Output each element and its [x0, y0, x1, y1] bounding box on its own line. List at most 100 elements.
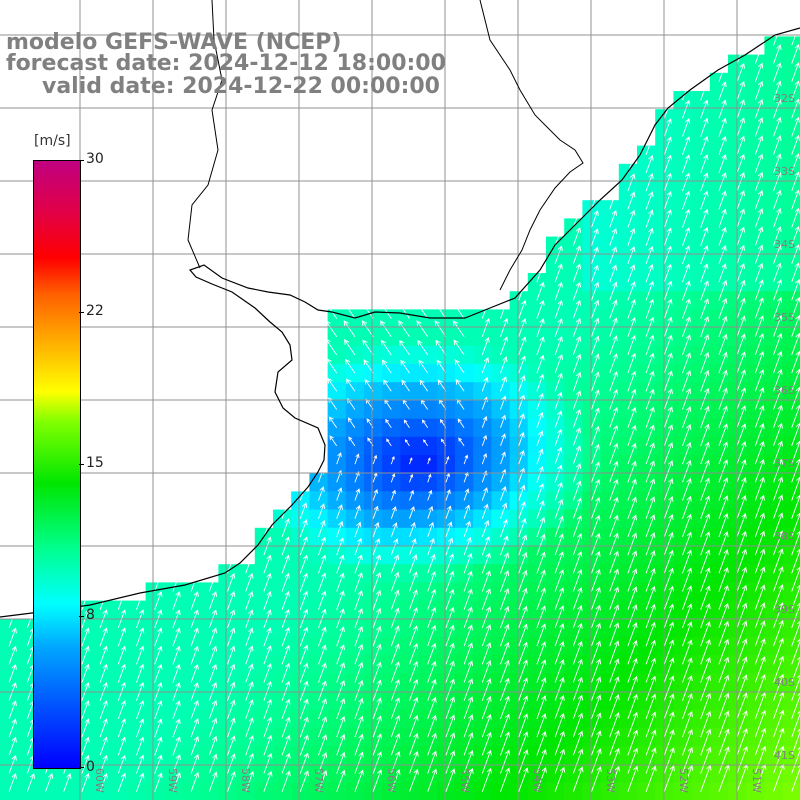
wind-arrow: [463, 570, 473, 592]
wind-arrow: [663, 675, 675, 701]
wind-arrow: [81, 736, 90, 756]
wind-speed-cell: [418, 491, 438, 511]
wind-speed-cell: [455, 436, 474, 456]
wind-arrow: [190, 591, 199, 610]
wind-arrow: [791, 620, 800, 647]
wind-arrow: [536, 659, 547, 683]
wind-speed-cell: [782, 145, 800, 165]
wind-arrow: [754, 117, 764, 137]
wind-arrow: [172, 645, 181, 665]
wind-arrow: [663, 406, 673, 428]
wind-arrow: [773, 638, 784, 665]
wind-arrow: [718, 549, 729, 574]
wind-arrow: [700, 531, 711, 556]
wind-arrow: [354, 715, 364, 738]
wind-arrow: [518, 677, 529, 701]
wind-arrow: [227, 717, 236, 738]
wind-arrow: [445, 678, 455, 701]
wind-arrow: [754, 135, 764, 155]
axis-labels: 32S 33S 34S 35S 36S 37S 38S 39S 40S 41S 60W 59W 58W 5…: [93, 92, 795, 793]
wind-arrow: [791, 153, 800, 174]
wind-arrow: [372, 571, 382, 592]
wind-arrow: [791, 422, 800, 447]
wind-arrow: [372, 505, 379, 519]
wind-arrow: [700, 441, 710, 465]
wind-arrow: [481, 503, 489, 519]
wind-speed-cell: [782, 473, 800, 492]
wind-arrow: [26, 773, 36, 792]
wind-speed-cell: [345, 382, 365, 401]
wind-arrow: [463, 520, 471, 538]
wind-arrow: [436, 359, 447, 374]
wind-arrow: [682, 477, 692, 501]
wind-arrow: [718, 405, 728, 428]
wind-arrow: [345, 358, 356, 374]
wind-arrow: [773, 98, 782, 119]
wind-arrow: [536, 766, 547, 792]
wind-arrow: [682, 352, 692, 374]
wind-arrow: [718, 513, 729, 538]
wind-arrow: [718, 244, 727, 265]
wind-arrow: [281, 518, 290, 538]
wind-arrow: [481, 356, 490, 374]
wind-arrow: [318, 698, 327, 720]
wind-arrow: [609, 496, 619, 519]
wind-arrow: [718, 692, 730, 720]
wind-speed-cell: [418, 473, 438, 492]
wind-arrow: [554, 659, 565, 683]
wind-arrow: [136, 627, 145, 647]
wind-arrow: [754, 674, 766, 701]
wind-arrow: [536, 336, 545, 356]
wind-arrow: [609, 425, 619, 447]
colorbar-tick-15: 15: [86, 455, 104, 471]
wind-arrow: [518, 394, 526, 410]
wind-arrow: [718, 153, 727, 174]
wind-arrow: [627, 370, 637, 392]
wind-arrow: [663, 245, 672, 265]
wind-arrow: [417, 339, 429, 356]
wind-speed-cell: [436, 418, 456, 438]
wind-speed-cell: [782, 345, 800, 365]
wind-arrow: [354, 471, 360, 483]
wind-arrow: [572, 497, 582, 519]
wind-arrow: [481, 336, 490, 356]
wind-arrow: [700, 154, 709, 174]
wind-speed-cell: [400, 327, 420, 347]
wind-arrow: [645, 711, 657, 738]
wind-arrow: [500, 713, 510, 738]
wind-arrow: [457, 418, 465, 428]
wind-arrow: [663, 639, 675, 665]
wind-arrow: [700, 603, 711, 629]
wind-arrow: [700, 99, 709, 119]
wind-arrow: [773, 422, 783, 447]
wind-arrow: [591, 497, 601, 519]
wind-arrow: [536, 373, 545, 392]
wind-arrow: [325, 338, 338, 356]
wind-arrow: [380, 339, 392, 356]
wind-arrow: [754, 226, 764, 246]
wind-speed-cell: [782, 364, 800, 383]
wind-arrow: [609, 299, 618, 319]
wind-speed-cell: [327, 527, 347, 547]
wind-arrow: [427, 473, 432, 483]
wind-arrow: [445, 537, 454, 556]
wind-arrow: [627, 532, 638, 556]
wind-arrow: [609, 730, 620, 756]
wind-arrow: [663, 585, 674, 610]
wind-arrow: [791, 494, 800, 519]
wind-speed-cell: [382, 418, 401, 438]
wind-arrow: [554, 263, 563, 283]
colorbar-unit: [m/s]: [34, 133, 71, 149]
wind-arrow: [354, 572, 363, 592]
wind-arrow: [645, 568, 656, 592]
wind-arrow: [645, 264, 654, 283]
wind-arrow: [354, 733, 364, 756]
wind-speed-cell: [436, 527, 456, 547]
wind-speed-cell: [509, 491, 529, 511]
wind-arrow: [773, 727, 785, 756]
wind-arrow: [754, 512, 766, 538]
wind-arrow: [281, 698, 291, 720]
wind-arrow: [500, 336, 509, 356]
wind-arrow: [154, 772, 163, 792]
wind-arrow: [263, 627, 272, 647]
